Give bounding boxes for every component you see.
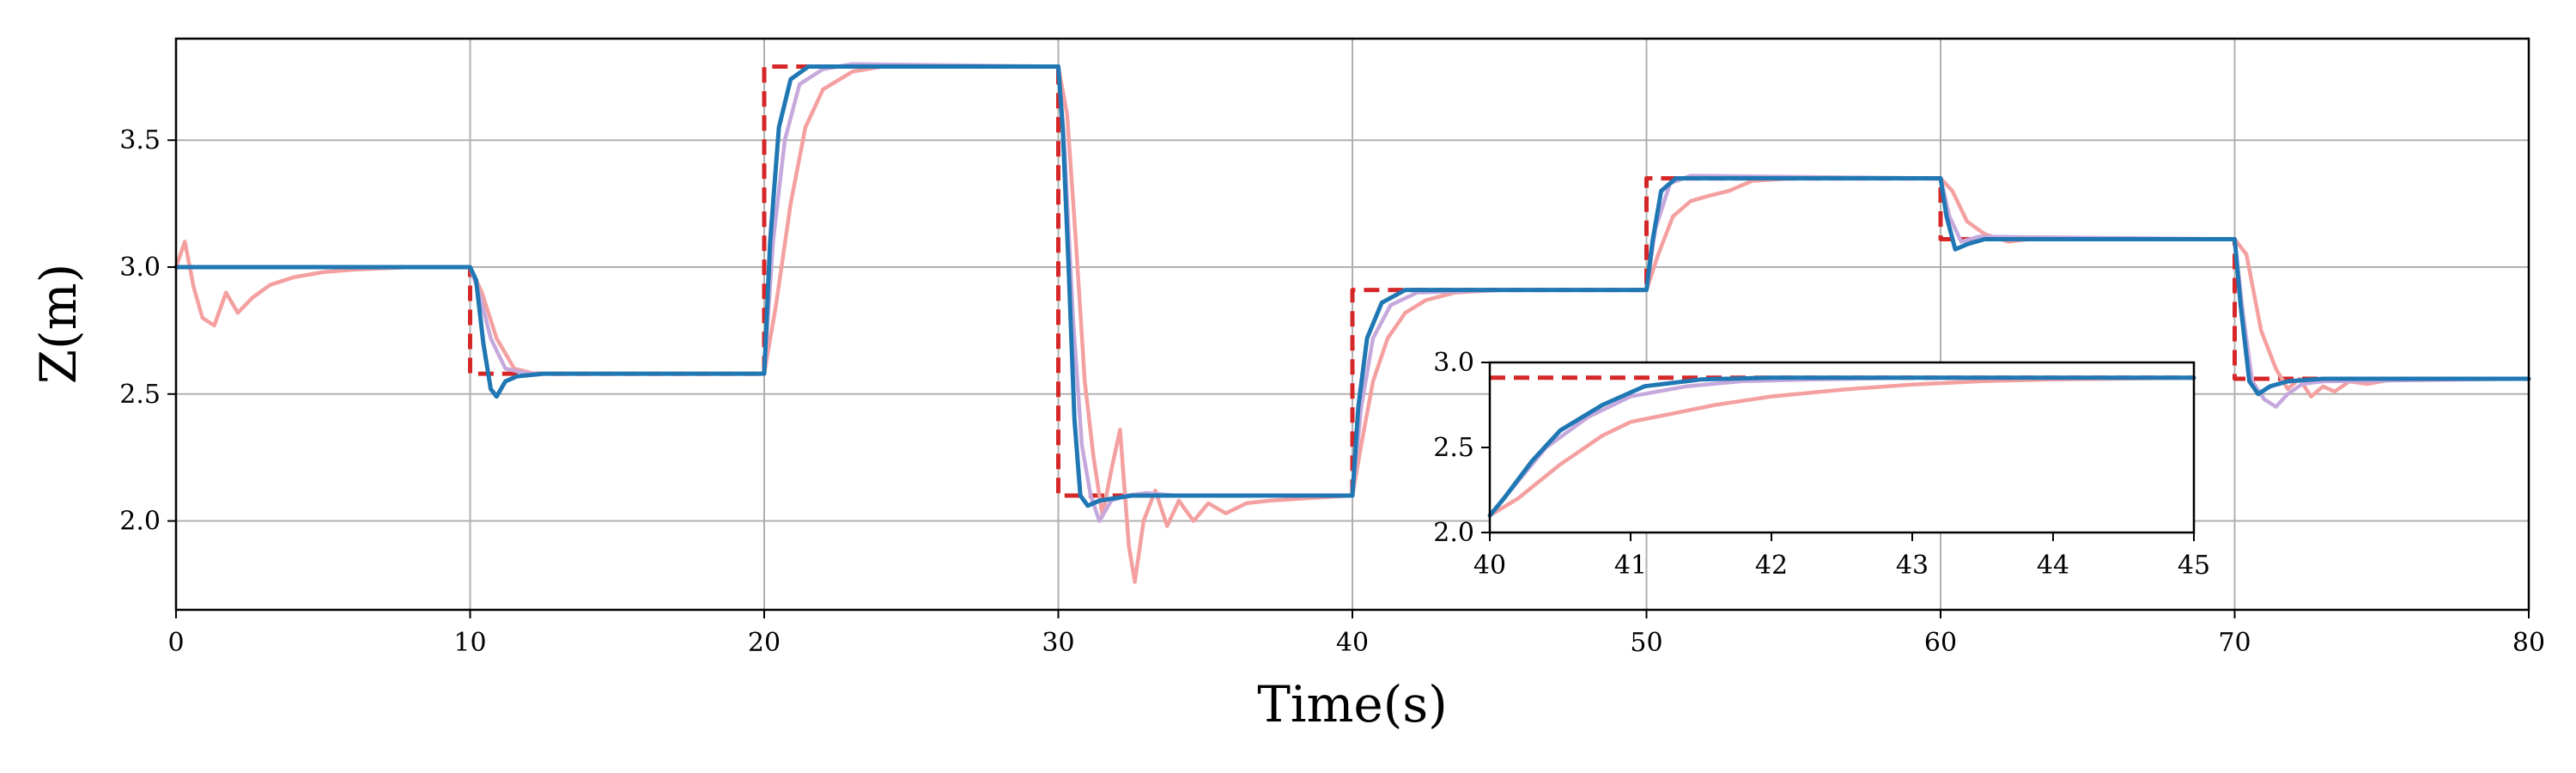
- inset-y-tick-label-0: 2.0: [1433, 518, 1474, 548]
- main-x-tick-label-6: 60: [1924, 628, 1957, 658]
- main-y-tick-label-3: 3.5: [119, 125, 161, 155]
- inset-chart: 40 41 42 43 44 45 2.0 2.5 3.0: [1433, 348, 2210, 581]
- inset-x-tick-label-0: 40: [1473, 551, 1506, 581]
- inset-ticks: 40 41 42 43 44 45 2.0 2.5 3.0: [1433, 348, 2210, 581]
- inset-series-line-3: [1487, 375, 2196, 518]
- inset-series-group: [1487, 375, 2196, 518]
- inset-x-tick-label-3: 43: [1896, 551, 1929, 581]
- main-y-tick-label-0: 2.0: [119, 507, 161, 537]
- main-x-tick-label-1: 10: [453, 628, 486, 658]
- main-y-tick-label-2: 3.0: [119, 253, 161, 283]
- main-y-tick-label-1: 2.5: [119, 380, 161, 410]
- main-x-tick-label-7: 70: [2218, 628, 2251, 658]
- main-x-tick-label-3: 30: [1042, 628, 1074, 658]
- main-x-tick-label-4: 40: [1336, 628, 1369, 658]
- inset-x-tick-label-4: 44: [2037, 551, 2069, 581]
- inset-x-tick-label-5: 45: [2178, 551, 2210, 581]
- inset-y-tick-label-2: 3.0: [1433, 348, 1474, 378]
- inset-x-tick-label-2: 42: [1755, 551, 1788, 581]
- main-x-tick-label-8: 80: [2512, 628, 2545, 658]
- x-axis-title: Time(s): [1257, 675, 1448, 733]
- main-ticks: 0 10 20 30 40 50 60 70 80 2.0 2.5 3.0 3.5: [119, 125, 2545, 658]
- main-x-tick-label-5: 50: [1630, 628, 1662, 658]
- main-x-tick-label-0: 0: [167, 628, 184, 658]
- y-axis-title: Z(m): [29, 264, 88, 385]
- inset-x-tick-label-1: 41: [1614, 551, 1647, 581]
- main-series-line-3: [173, 64, 2531, 508]
- inset-y-tick-label-1: 2.5: [1433, 433, 1474, 463]
- main-x-tick-label-2: 20: [748, 628, 781, 658]
- inset-series-line-1: [1487, 375, 2196, 518]
- main-series-group: [173, 62, 2531, 584]
